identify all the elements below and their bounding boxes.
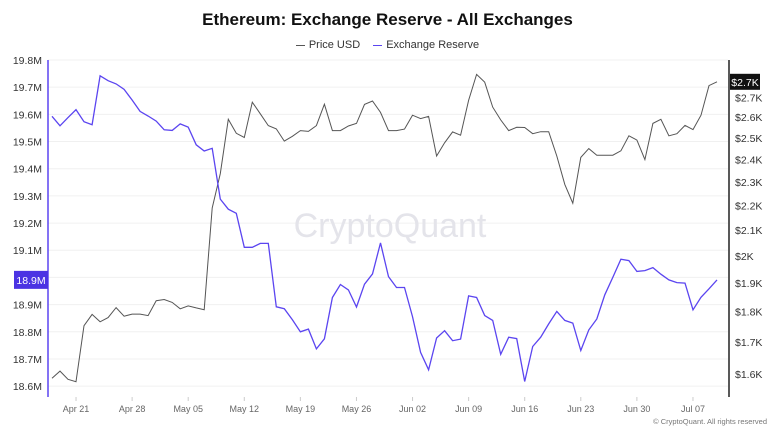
chart-title: Ethereum: Exchange Reserve - All Exchang… bbox=[202, 10, 573, 29]
left-tick-label: 19.1M bbox=[13, 245, 42, 257]
x-tick-label: Jul 07 bbox=[681, 404, 705, 414]
left-tick-label: 19.6M bbox=[13, 109, 42, 121]
right-tick-label: $2.6K bbox=[735, 112, 762, 124]
legend-swatch-price bbox=[295, 44, 305, 46]
legend-item-reserve[interactable]: Exchange Reserve bbox=[373, 39, 479, 51]
x-tick-label: Jun 30 bbox=[623, 404, 650, 414]
left-tick-label: 18.7M bbox=[13, 354, 42, 366]
legend-label: Price USD bbox=[308, 39, 361, 52]
right-tick-label: $1.8K bbox=[735, 307, 762, 319]
right-tick-label: $1.7K bbox=[735, 337, 762, 349]
right-tick-label: $1.6K bbox=[735, 369, 762, 381]
right-tick-label: $2.3K bbox=[735, 177, 762, 189]
left-tick-label: 19.3M bbox=[13, 191, 42, 203]
current-price-badge bbox=[730, 73, 760, 90]
x-tick-label: Apr 21 bbox=[63, 404, 90, 414]
right-tick-label: $2.1K bbox=[735, 225, 762, 237]
x-tick-label: May 05 bbox=[173, 404, 203, 414]
x-tick-label: Jun 23 bbox=[567, 404, 594, 414]
series-line-price bbox=[51, 73, 718, 383]
series-line-exchange-reserve bbox=[51, 74, 718, 382]
watermark: CryptoQuant bbox=[294, 207, 487, 245]
current-reserve-label: 18.9M bbox=[16, 275, 45, 287]
legend: Price USD Exchange Reserve bbox=[0, 37, 775, 51]
x-tick-label: Apr 28 bbox=[119, 404, 146, 414]
x-tick-label: Jun 16 bbox=[511, 404, 538, 414]
legend-swatch-reserve bbox=[373, 44, 383, 46]
left-tick-label: 18.9M bbox=[13, 300, 42, 312]
left-tick-label: 19.7M bbox=[13, 82, 42, 94]
right-tick-label: $2.2K bbox=[735, 201, 762, 213]
left-tick-label: 19.5M bbox=[13, 137, 42, 149]
x-tick-label: May 26 bbox=[342, 404, 372, 414]
x-tick-label: May 12 bbox=[230, 404, 260, 414]
left-tick-label: 19.8M bbox=[13, 55, 42, 67]
x-tick-label: Jun 02 bbox=[399, 404, 426, 414]
left-tick-label: 18.8M bbox=[13, 327, 42, 339]
left-tick-label: 19.4M bbox=[13, 164, 42, 176]
legend-label: Exchange Reserve bbox=[386, 39, 480, 52]
legend-item-price[interactable]: Price USD bbox=[295, 39, 361, 52]
right-tick-label: $1.9K bbox=[735, 278, 762, 290]
x-tick-label: Jun 09 bbox=[455, 404, 482, 414]
right-tick-label: $2.5K bbox=[735, 133, 762, 145]
left-tick-label: 19.2M bbox=[13, 218, 42, 230]
right-tick-label: $2.7K bbox=[735, 92, 762, 104]
left-tick-label: 18.6M bbox=[13, 381, 42, 393]
right-tick-label: $2K bbox=[735, 251, 754, 263]
x-tick-label: May 19 bbox=[286, 404, 316, 414]
copyright: © CryptoQuant. All rights reserved bbox=[653, 417, 767, 426]
current-reserve-badge bbox=[14, 270, 48, 289]
right-tick-label: $2.4K bbox=[735, 155, 762, 167]
current-price-label: $2.7K bbox=[731, 77, 758, 89]
